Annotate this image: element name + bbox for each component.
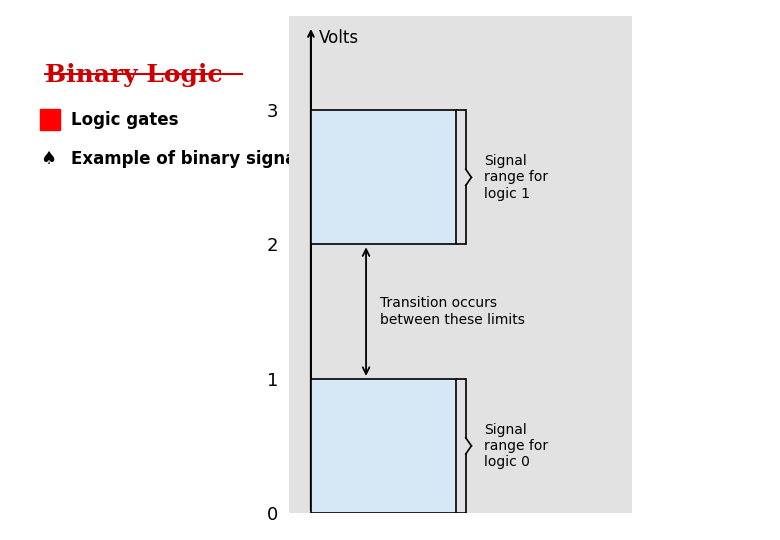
Text: Transition occurs
between these limits: Transition occurs between these limits [380,296,525,327]
Text: Volts: Volts [319,29,360,46]
Text: Example of binary signals: Example of binary signals [71,150,312,167]
Text: Signal
range for
logic 1: Signal range for logic 1 [484,154,548,200]
Bar [40,109,60,130]
Text: Signal
range for
logic 0: Signal range for logic 0 [484,423,548,469]
Text: Binary Logic: Binary Logic [45,63,223,86]
Text: Logic gates: Logic gates [71,111,179,129]
Text: ♠: ♠ [40,150,56,167]
Bar [311,379,456,513]
Bar [311,110,456,245]
